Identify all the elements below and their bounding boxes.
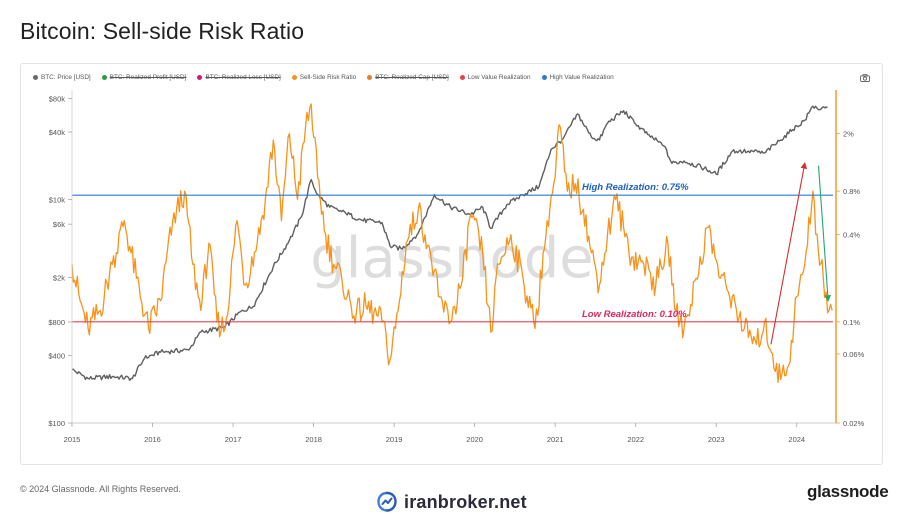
high-realization-label: High Realization: 0.75%: [582, 182, 689, 193]
legend-swatch: [33, 74, 38, 80]
legend-item[interactable]: Low Value Realization: [459, 73, 531, 81]
series-layer: [71, 103, 833, 384]
legend-item[interactable]: BTC: Realized Cap [USD]: [367, 74, 449, 81]
glassnode-logo: glassnode: [807, 482, 889, 501]
legend-label: BTC: Realized Profit [USD]: [109, 73, 187, 81]
copyright-text: © 2024 Glassnode. All Rights Reserved.: [20, 484, 181, 494]
right-tick-label: 0.1%: [843, 318, 860, 327]
x-tick-label: 2020: [466, 435, 483, 444]
x-tick-label: 2017: [225, 435, 242, 444]
low-realization-label: Low Realization: 0.10%: [582, 309, 687, 320]
x-tick-label: 2019: [386, 435, 403, 444]
legend-label: BTC: Realized Cap [USD]: [375, 73, 449, 81]
legend-label: BTC: Price [USD]: [41, 73, 91, 81]
legend-swatch: [459, 74, 465, 80]
legend-swatch: [197, 74, 203, 80]
left-tick-label: $10k: [49, 195, 66, 204]
right-tick-label: 0.8%: [843, 187, 860, 196]
legend-label: High Value Realization: [549, 73, 614, 81]
legend-swatch: [291, 74, 297, 80]
brand-text: iranbroker.net: [404, 491, 527, 512]
page-title: Bitcoin: Sell-side Risk Ratio: [20, 18, 305, 44]
left-tick-label: $80k: [49, 94, 66, 103]
right-tick-label: 0.4%: [843, 231, 860, 240]
x-tick-label: 2024: [788, 435, 805, 444]
rising-arrow: [770, 162, 808, 345]
x-tick-label: 2022: [627, 435, 644, 444]
right-tick-label: 2%: [843, 130, 854, 139]
right-tick-label: 0.02%: [843, 419, 865, 428]
sell-side-risk-line: [71, 103, 833, 384]
left-tick-label: $800: [48, 318, 65, 327]
chart-legend: BTC: Price [USD] BTC: Realized Profit [US…: [33, 71, 614, 83]
iranbroker-logo-icon: [377, 491, 397, 512]
left-tick-label: $40k: [49, 128, 66, 137]
axis-layer: $100 $400 $800 $2k $6k $10k $40k $80k 0.02% 0.06%…: [48, 90, 865, 444]
legend-label: Low Value Realization: [467, 73, 531, 81]
legend-label: Sell-Side Risk Ratio: [299, 73, 357, 81]
legend-label: BTC: Realized Loss [USD]: [205, 73, 281, 81]
x-tick-label: 2018: [305, 435, 322, 444]
left-tick-label: $400: [48, 352, 65, 361]
x-tick-label: 2016: [144, 435, 161, 444]
camera-icon[interactable]: [860, 74, 870, 82]
annotation-layer: [770, 162, 832, 345]
x-tick-label: 2015: [64, 435, 81, 444]
btc-price-line: [71, 105, 828, 381]
legend-item[interactable]: BTC: Realized Profit [USD]: [101, 73, 187, 81]
left-tick-label: $2k: [53, 274, 65, 283]
x-tick-label: 2021: [547, 435, 564, 444]
chart-card: [20, 63, 883, 465]
legend-swatch: [367, 74, 373, 80]
iranbroker-brand[interactable]: iranbroker.net: [376, 491, 527, 513]
legend-item[interactable]: BTC: Realized Loss [USD]: [197, 73, 281, 81]
threshold-layer: High Realization: 0.75% Low Realization: …: [72, 182, 833, 323]
left-tick-label: $100: [48, 419, 65, 428]
legend-item[interactable]: High Value Realization: [541, 73, 614, 81]
legend-item[interactable]: Sell-Side Risk Ratio: [291, 73, 357, 81]
legend-item[interactable]: BTC: Price [USD]: [33, 74, 91, 81]
falling-arrow: [817, 165, 832, 302]
right-tick-label: 0.06%: [843, 350, 865, 359]
x-tick-label: 2023: [708, 435, 725, 444]
legend-swatch: [541, 74, 547, 80]
left-tick-label: $6k: [53, 220, 65, 229]
watermark: glassnode: [310, 226, 594, 291]
legend-swatch: [101, 74, 107, 80]
